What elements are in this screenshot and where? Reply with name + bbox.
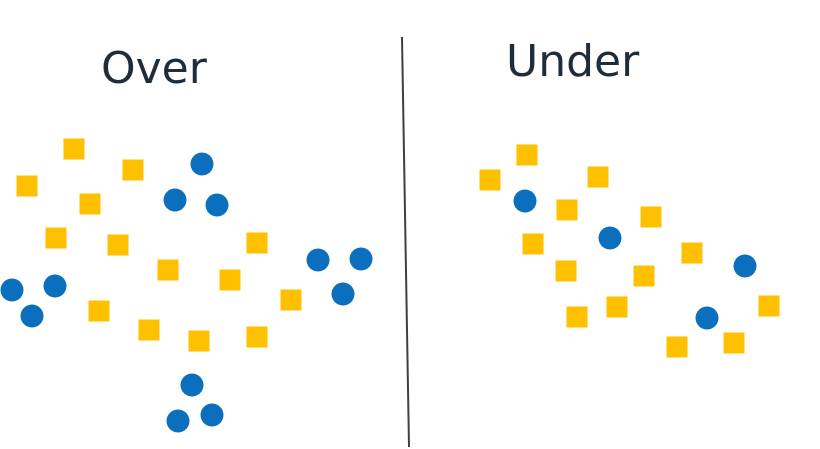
under-circle	[513, 189, 537, 213]
over-square	[79, 193, 101, 215]
under-square	[681, 242, 703, 264]
over-circle	[43, 274, 67, 298]
under-circle	[598, 226, 622, 250]
over-circle	[190, 152, 214, 176]
over-square	[246, 232, 268, 254]
over-square	[63, 138, 85, 160]
over-square	[246, 326, 268, 348]
over-circle	[306, 248, 330, 272]
over-square	[88, 300, 110, 322]
under-square	[666, 336, 688, 358]
under-square	[479, 169, 501, 191]
shapes-layer	[0, 138, 780, 433]
under-square	[556, 199, 578, 221]
under-square	[587, 166, 609, 188]
under-square	[522, 233, 544, 255]
under-square	[723, 332, 745, 354]
over-square	[16, 175, 38, 197]
divider-line	[401, 36, 410, 448]
under-square	[640, 206, 662, 228]
over-circle	[349, 247, 373, 271]
over-circle	[20, 304, 44, 328]
under-square	[516, 144, 538, 166]
over-square	[107, 234, 129, 256]
over-square	[188, 330, 210, 352]
over-circle	[200, 403, 224, 427]
over-square	[45, 227, 67, 249]
over-square	[280, 289, 302, 311]
under-circle	[695, 306, 719, 330]
under-title: Under	[506, 36, 640, 87]
over-circle	[205, 193, 229, 217]
over-circle	[163, 188, 187, 212]
over-square	[122, 159, 144, 181]
under-square	[633, 265, 655, 287]
under-square	[555, 260, 577, 282]
over-circle	[0, 278, 24, 302]
over-circle	[166, 409, 190, 433]
over-square	[138, 319, 160, 341]
over-circle	[180, 373, 204, 397]
over-title: Over	[101, 43, 207, 94]
over-circle	[331, 282, 355, 306]
under-square	[606, 296, 628, 318]
under-square	[758, 295, 780, 317]
over-square	[157, 259, 179, 281]
under-square	[566, 306, 588, 328]
under-circle	[733, 254, 757, 278]
over-square	[219, 269, 241, 291]
